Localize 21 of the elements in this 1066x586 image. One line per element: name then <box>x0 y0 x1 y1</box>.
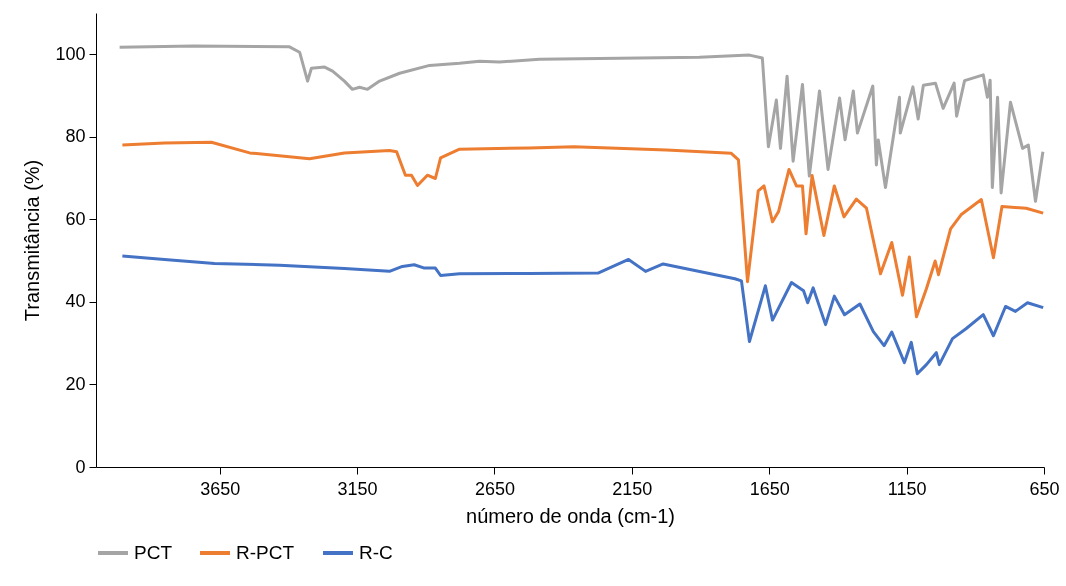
y-tick-label: 60 <box>65 208 86 229</box>
y-tick-label: 20 <box>65 373 86 394</box>
x-tick-label: 3150 <box>337 478 378 499</box>
legend-label: R-C <box>359 542 393 563</box>
y-tick-label: 100 <box>55 43 86 64</box>
y-tick-label: 40 <box>65 291 86 312</box>
legend-label: PCT <box>134 542 173 563</box>
legend-label: R-PCT <box>236 542 295 563</box>
x-tick-label: 1650 <box>749 478 790 499</box>
line-series <box>118 44 1045 203</box>
y-tick-label: 80 <box>65 126 86 147</box>
line-series <box>120 254 1045 376</box>
x-tick-label: 650 <box>1029 478 1060 499</box>
x-tick-label: 2650 <box>474 478 515 499</box>
y-tick-label: 0 <box>75 456 86 477</box>
x-tick-label: 3650 <box>200 478 241 499</box>
x-tick-label: 1150 <box>887 478 927 499</box>
x-tick-label: 2150 <box>612 478 653 499</box>
line-series <box>120 140 1045 319</box>
x-axis-title: número de onda (cm-1) <box>466 504 675 527</box>
y-axis-title: Transmitância (%) <box>21 159 44 322</box>
